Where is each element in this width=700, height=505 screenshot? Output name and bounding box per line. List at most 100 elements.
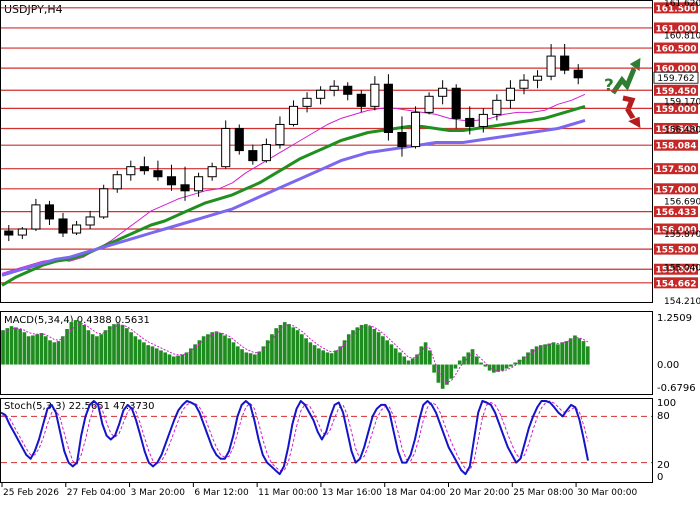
macd-bar [368, 326, 372, 365]
macd-bar [363, 324, 368, 365]
current-price-tag [653, 71, 699, 84]
candle-body [261, 144, 271, 162]
candle-body [85, 216, 95, 226]
macd-bar [551, 342, 556, 365]
macd-bar [65, 328, 69, 365]
candle-body [194, 176, 204, 192]
candle-body [451, 87, 461, 119]
stoch-tick-100: 100 [657, 398, 676, 409]
macd-bar [496, 364, 500, 372]
macd-bar [235, 346, 240, 365]
macd-bar [355, 327, 360, 365]
candle-body [302, 97, 312, 107]
macd-bar [103, 330, 108, 365]
macd-bar [184, 352, 189, 365]
macd-bar [274, 328, 279, 365]
macd-bar [265, 340, 270, 365]
macd-bar [31, 335, 35, 365]
moving-average-line [1, 118, 586, 277]
macd-bar [39, 333, 44, 365]
macd-bar [317, 348, 321, 365]
macd-bar [193, 344, 197, 365]
macd-bar [509, 364, 513, 367]
macd-bar [261, 346, 266, 365]
macd-bar [146, 345, 150, 365]
stoch-label: Stoch(5,3,3) 22.5651 47.3730 [4, 401, 155, 412]
macd-bar [107, 326, 112, 365]
level-tag [654, 2, 698, 14]
candle-body [58, 218, 68, 234]
level-label: 160.500 [656, 45, 697, 55]
time-tick-label: 25 Mar 08:00 [513, 488, 573, 498]
macd-bar [585, 346, 590, 365]
candle-body [221, 127, 231, 168]
macd-bar [99, 334, 104, 365]
level-label: 159.000 [656, 105, 697, 115]
level-label: 159.450 [656, 87, 697, 97]
level-tag [654, 139, 698, 151]
macd-bar [282, 322, 287, 365]
time-tick-label: 11 Mar 00:00 [258, 488, 318, 498]
macd-bar [14, 327, 18, 365]
level-tag [654, 277, 698, 289]
macd-bar [457, 360, 462, 365]
level-tag [654, 243, 698, 255]
macd-bar [120, 324, 125, 365]
price-tick-label: 155.870 [664, 230, 700, 240]
price-tick-label: 156.690 [664, 197, 700, 207]
macd-bar [18, 328, 22, 365]
macd-bar [43, 336, 48, 365]
level-label: 156.000 [656, 226, 697, 236]
macd-bar [73, 320, 78, 365]
candle-body [560, 55, 570, 71]
macd-bar [197, 340, 202, 365]
macd-bar [445, 364, 449, 385]
level-label: 155.000 [656, 266, 697, 276]
macd-bar [26, 336, 31, 365]
macd-bar [376, 332, 381, 365]
macd-bar [351, 330, 355, 365]
macd-bar [381, 336, 385, 365]
level-label: 154.662 [656, 279, 697, 289]
time-tick-label: 13 Mar 16:00 [322, 488, 382, 498]
candle-body [207, 166, 217, 178]
candle-body [370, 83, 380, 107]
macd-bar [142, 342, 146, 365]
macd-bar [218, 333, 223, 365]
macd-tick-zero: 0.00 [657, 360, 679, 371]
candle-body [153, 170, 163, 178]
macd-bar [453, 364, 458, 369]
macd-bar [163, 352, 168, 365]
macd-bar [201, 336, 206, 365]
candle-body [573, 69, 583, 79]
macd-bar [278, 324, 283, 365]
macd-bar [577, 338, 582, 365]
price-tick-label: 158.480 [664, 125, 700, 135]
macd-bar [479, 362, 483, 365]
macd-bar [129, 332, 133, 365]
macd-bar [154, 348, 159, 365]
macd-bar [90, 334, 95, 365]
candle-body [31, 204, 41, 230]
macd-bar [492, 364, 496, 373]
macd-bar [1, 330, 5, 365]
candle-body [248, 150, 258, 162]
level-tag [654, 223, 698, 235]
macd-bar [440, 364, 445, 389]
candle-body [383, 83, 393, 133]
macd-bar [167, 354, 172, 365]
candle-body [438, 87, 448, 97]
macd-bar [244, 352, 249, 365]
macd-bar [321, 350, 325, 365]
macd-bar [291, 327, 296, 365]
macd-bar [78, 320, 82, 365]
level-tag [654, 206, 698, 218]
candle-body [316, 89, 326, 99]
macd-bar [342, 340, 347, 365]
macd-bar [334, 350, 338, 365]
macd-bar [483, 364, 488, 367]
macd-bar [112, 324, 116, 365]
candle-body [465, 117, 475, 127]
macd-bar [9, 326, 14, 365]
